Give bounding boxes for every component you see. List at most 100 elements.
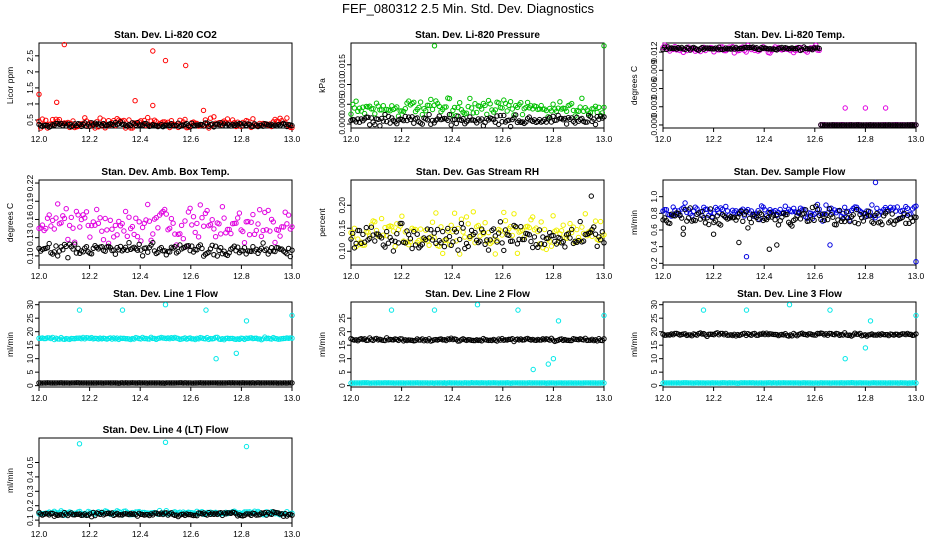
- data-point: [417, 380, 424, 386]
- data-point: [263, 380, 270, 386]
- data-point: [429, 237, 436, 243]
- data-point: [399, 220, 405, 227]
- data-point: [482, 102, 488, 109]
- data-point: [908, 122, 914, 128]
- data-point: [189, 222, 195, 228]
- data-point: [162, 57, 169, 64]
- data-point: [563, 108, 570, 115]
- data-point: [889, 380, 895, 386]
- data-point: [438, 240, 444, 246]
- data-point: [129, 380, 136, 386]
- data-point: [530, 244, 536, 251]
- data-point: [353, 240, 359, 247]
- data-point: [65, 121, 71, 127]
- data-point: [248, 219, 254, 225]
- data-point: [913, 214, 919, 221]
- data-point: [898, 380, 904, 386]
- data-point: [65, 255, 71, 261]
- data-point: [819, 211, 826, 217]
- y-tick-label: 0.16: [25, 211, 35, 228]
- data-point: [112, 380, 119, 386]
- data-point: [194, 380, 200, 386]
- data-point: [808, 210, 814, 216]
- data-point: [712, 380, 719, 386]
- data-point: [479, 116, 485, 122]
- data-point: [465, 221, 471, 227]
- data-point: [111, 380, 117, 386]
- data-point: [700, 307, 707, 313]
- data-point: [663, 207, 670, 213]
- x-tick-label: 12.6: [183, 134, 200, 144]
- data-point: [136, 219, 142, 225]
- data-point: [443, 104, 449, 110]
- data-point: [882, 105, 889, 111]
- data-point: [212, 243, 219, 249]
- data-point: [509, 238, 515, 244]
- data-point: [251, 335, 258, 341]
- data-point: [853, 122, 860, 128]
- data-point: [696, 380, 702, 386]
- y-tick-label: 25: [337, 313, 347, 323]
- data-point: [99, 380, 105, 386]
- data-point: [758, 211, 765, 218]
- data-point: [689, 380, 695, 386]
- x-tick-label: 12.6: [495, 393, 512, 403]
- data-point: [41, 122, 47, 129]
- data-point: [774, 242, 780, 248]
- data-point: [209, 242, 215, 249]
- data-point: [406, 380, 412, 386]
- data-point: [365, 114, 371, 121]
- data-point: [487, 380, 493, 386]
- data-point: [53, 243, 59, 249]
- data-point: [258, 380, 265, 386]
- data-point: [591, 224, 597, 230]
- data-point: [202, 120, 209, 126]
- data-point: [82, 380, 88, 386]
- data-point: [538, 380, 544, 386]
- data-point: [102, 248, 108, 254]
- data-point: [457, 100, 463, 106]
- data-point: [211, 252, 217, 258]
- data-point: [88, 251, 95, 257]
- x-tick-label: 13.0: [908, 134, 925, 144]
- data-point: [728, 380, 734, 386]
- data-point: [39, 116, 46, 122]
- data-point: [372, 380, 378, 386]
- data-point: [889, 122, 895, 128]
- data-point: [479, 106, 485, 112]
- x-tick-label: 12.2: [81, 134, 98, 144]
- y-tick-label: 5: [649, 370, 659, 375]
- y-tick-label: 5: [337, 370, 347, 375]
- data-point: [494, 237, 500, 244]
- data-point: [545, 380, 551, 386]
- data-point: [145, 201, 151, 208]
- data-point: [842, 204, 848, 211]
- y-tick-label: 20: [337, 327, 347, 337]
- data-point: [563, 380, 570, 386]
- data-point: [257, 380, 263, 386]
- data-point: [377, 107, 383, 113]
- data-point: [423, 380, 429, 386]
- data-point: [105, 380, 112, 386]
- data-point: [289, 312, 295, 319]
- data-point: [367, 380, 373, 386]
- data-point: [445, 117, 451, 124]
- data-point: [874, 205, 880, 212]
- data-point: [706, 331, 712, 337]
- data-point: [241, 240, 248, 246]
- data-point: [104, 227, 110, 233]
- data-point: [906, 122, 912, 128]
- data-point: [76, 307, 83, 313]
- panel-title: Stan. Dev. Li-820 CO2: [114, 30, 217, 41]
- x-tick-label: 12.4: [756, 271, 773, 281]
- data-point: [887, 122, 894, 128]
- data-point: [358, 240, 364, 247]
- panel-6: Stan. Dev. Sample Flow 12.0 12.2 12.4 12.6 12…: [629, 167, 925, 281]
- data-point: [547, 114, 553, 121]
- data-point: [87, 234, 93, 240]
- panel-title: Stan. Dev. Line 1 Flow: [113, 289, 218, 300]
- plot-frame: [662, 42, 917, 129]
- data-point: [253, 227, 259, 234]
- data-point: [789, 223, 795, 229]
- data-point: [434, 380, 441, 386]
